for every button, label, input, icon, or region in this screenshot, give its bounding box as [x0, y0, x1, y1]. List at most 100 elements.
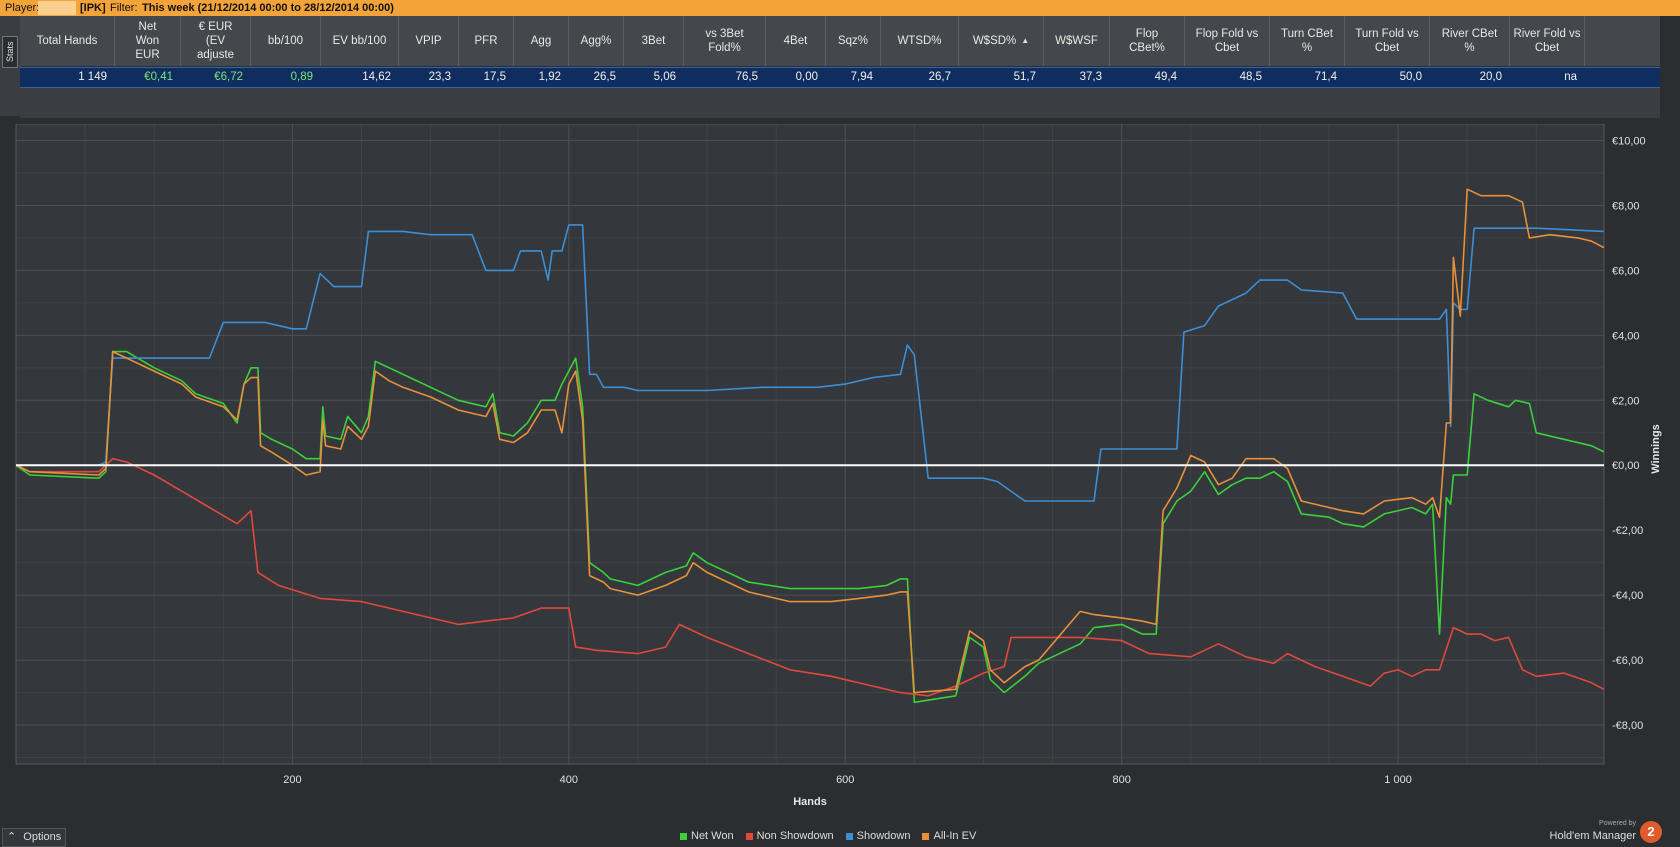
column-header-label: WTSD%: [897, 35, 942, 47]
filter-value[interactable]: This week (21/12/2014 00:00 to 28/12/201…: [142, 2, 394, 14]
column-header-label: PFR: [474, 35, 498, 47]
options-label: Options: [23, 831, 62, 843]
column-header[interactable]: W$WSF: [1044, 16, 1110, 66]
column-header[interactable]: River Fold vs Cbet: [1510, 16, 1585, 66]
legend-entry[interactable]: Showdown: [845, 828, 911, 844]
series-line: [16, 224, 1605, 502]
stat-value: 0,00: [795, 71, 818, 83]
legend-swatch: [745, 832, 753, 840]
legend-label: Showdown: [856, 830, 911, 842]
column-header[interactable]: Agg: [514, 16, 569, 66]
plot-border: [15, 124, 1605, 765]
column-header-label: 3Bet: [641, 35, 666, 47]
stat-value: 50,0: [1399, 71, 1422, 83]
column-header-label: 4Bet: [783, 35, 808, 47]
y-tick-label: -€6,00: [1612, 655, 1643, 667]
stat-value: €0,41: [144, 71, 173, 83]
column-header[interactable]: Sqz%: [826, 16, 881, 66]
stat-value: 14,62: [362, 71, 391, 83]
column-header[interactable]: 3Bet: [624, 16, 684, 66]
column-header-label: Agg: [530, 35, 552, 47]
stat-value: 49,4: [1154, 71, 1177, 83]
legend-entry[interactable]: Net Won: [680, 828, 734, 844]
column-header[interactable]: VPIP: [399, 16, 459, 66]
stats-side-panel: Stats: [0, 16, 21, 116]
column-header[interactable]: bb/100: [251, 16, 321, 66]
column-header[interactable]: PFR: [459, 16, 514, 66]
stat-value: 26,5: [593, 71, 616, 83]
x-tick-label: 600: [836, 774, 854, 786]
column-header[interactable]: Flop CBet%: [1110, 16, 1185, 66]
stat-value: 37,3: [1079, 71, 1102, 83]
column-header-label: € EUR (EV adjuste: [196, 21, 235, 61]
y-tick-label: €6,00: [1612, 265, 1640, 277]
stats-table-header: Total Hands Net Won EUR € EUR (EV adjuste b…: [20, 16, 1660, 66]
stat-value: 26,7: [928, 71, 951, 83]
plot-area: [16, 124, 1604, 764]
series-line: [15, 350, 1605, 704]
column-header-label: Turn CBet %: [1281, 28, 1333, 54]
column-header[interactable]: Turn CBet %: [1270, 16, 1345, 66]
column-header[interactable]: River CBet %: [1430, 16, 1510, 66]
player-selector[interactable]: [38, 1, 76, 15]
legend-swatch: [680, 832, 687, 840]
stat-value: na: [1564, 71, 1577, 83]
y-axis-label: Winnings: [1650, 424, 1662, 473]
options-button[interactable]: ⌃ Options: [2, 828, 66, 847]
stats-tab[interactable]: Stats: [2, 36, 18, 68]
legend-label: Net Won: [691, 830, 734, 842]
winnings-chart-svg: €10,00 €8,00 €6,00 €4,00 €2,00 €0,00 -€2,00 -€4…: [15, 124, 1662, 808]
column-header[interactable]: Agg%: [569, 16, 624, 66]
column-header-label: W$SD%: [972, 35, 1017, 47]
column-header[interactable]: 4Bet: [766, 16, 826, 66]
stat-value: 1,92: [538, 71, 561, 83]
series-line: [15, 188, 1605, 694]
powered-by-text: Powered by: [1599, 820, 1636, 827]
column-header[interactable]: Net Won EUR: [115, 16, 181, 66]
column-header-label: Agg%: [580, 35, 612, 47]
stats-table-empty-area: [20, 88, 1660, 118]
stats-table-row[interactable]: 1 149 €0,41 €6,72 0,89 14,62 23,3 17,5 1,92 26,5…: [20, 67, 1660, 88]
y-tick-label: €10,00: [1612, 135, 1646, 147]
y-tick-label: €8,00: [1612, 200, 1640, 212]
stat-value: 76,5: [735, 71, 758, 83]
sort-ascending-icon: ▲: [1021, 36, 1030, 45]
y-tick-label: €0,00: [1612, 460, 1640, 472]
stat-value: 0,89: [290, 71, 313, 83]
column-header[interactable]: EV bb/100: [321, 16, 399, 66]
x-tick-label: 800: [1112, 774, 1130, 786]
stat-value: 7,94: [850, 71, 873, 83]
legend-entry[interactable]: All-In EV: [922, 828, 976, 844]
column-header-label: Net Won EUR: [135, 21, 160, 61]
column-header[interactable]: W$SD% ▲: [959, 16, 1044, 66]
hm2-logo-icon: 2: [1640, 821, 1662, 843]
column-header-label: Turn Fold vs Cbet: [1355, 28, 1419, 54]
powered-by-brand: Powered by Hold'em Manager 2: [1548, 818, 1666, 846]
column-header[interactable]: WTSD%: [881, 16, 959, 66]
legend-swatch: [922, 832, 930, 840]
x-tick-label: 400: [560, 774, 578, 786]
column-header[interactable]: € EUR (EV adjuste: [181, 16, 251, 66]
column-header[interactable]: Turn Fold vs Cbet: [1345, 16, 1430, 66]
x-axis-label: Hands: [793, 796, 827, 808]
column-header[interactable]: vs 3Bet Fold%: [684, 16, 766, 66]
column-header-label: vs 3Bet Fold%: [705, 28, 744, 54]
player-name: [IPK]: [80, 2, 106, 14]
winnings-graph: €10,00 €8,00 €6,00 €4,00 €2,00 €0,00 -€2,00 -€4…: [0, 124, 1680, 847]
column-header[interactable]: Total Hands: [20, 16, 115, 66]
chart-legend: Net Won Non Showdown Showdown All-In EV: [680, 828, 976, 844]
top-filter-bar: Player: [IPK] Filter: This week (21/12/2…: [0, 0, 1680, 16]
stat-value: 71,4: [1314, 71, 1337, 83]
legend-entry[interactable]: Non Showdown: [745, 828, 834, 844]
y-tick-label: -€8,00: [1612, 720, 1643, 732]
legend-swatch: [845, 832, 853, 840]
column-header-label: River CBet %: [1441, 28, 1498, 54]
brand-name: Hold'em Manager: [1549, 830, 1636, 842]
column-header-label: Flop Fold vs Cbet: [1195, 28, 1259, 54]
column-header[interactable]: Flop Fold vs Cbet: [1185, 16, 1270, 66]
legend-label: Non Showdown: [756, 830, 834, 842]
stat-value: €6,72: [214, 71, 243, 83]
legend-label: All-In EV: [933, 830, 977, 842]
stat-value: 23,3: [428, 71, 451, 83]
y-tick-label: -€4,00: [1612, 590, 1643, 602]
